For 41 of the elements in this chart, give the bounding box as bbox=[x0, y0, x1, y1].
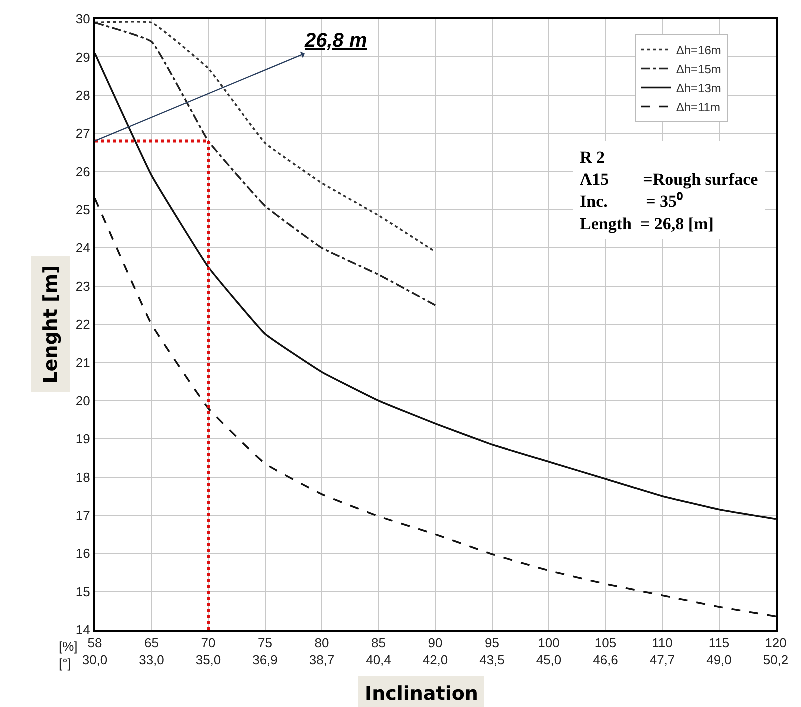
legend-label: Δh=16m bbox=[676, 43, 722, 58]
y-tick-label: 21 bbox=[76, 355, 90, 370]
x-tick-label: 110 47,7 bbox=[650, 636, 676, 668]
legend-label: Δh=11m bbox=[676, 100, 720, 114]
y-tick-label: 18 bbox=[76, 470, 90, 485]
x-tick-label: 115 49,0 bbox=[706, 636, 732, 668]
x-axis-title: Inclination bbox=[365, 683, 478, 705]
x-tick-label: 120 50,2 bbox=[763, 636, 789, 668]
x-tick-label: 75 36,9 bbox=[252, 636, 278, 668]
y-tick-label: 27 bbox=[76, 126, 90, 142]
y-tick-label: 25 bbox=[76, 202, 90, 218]
y-tick-label: 19 bbox=[76, 432, 90, 447]
y-tick-label: 16 bbox=[76, 546, 90, 562]
legend-label: Δh=13m bbox=[676, 81, 722, 96]
y-tick-label: 24 bbox=[76, 240, 90, 256]
line-series bbox=[95, 22, 436, 306]
annotation: 26,8 m bbox=[304, 30, 368, 52]
x-tick-label: 80 38,7 bbox=[309, 636, 335, 668]
x-tick-label: 90 42,0 bbox=[422, 636, 448, 668]
x-tick-label: 65 33,0 bbox=[139, 636, 164, 668]
y-tick-label: 22 bbox=[76, 317, 90, 332]
y-tick-label: 28 bbox=[76, 88, 90, 103]
y-tick-label: 17 bbox=[76, 508, 90, 523]
y-tick-label: 20 bbox=[76, 393, 90, 408]
text: [%] [°] bbox=[59, 639, 78, 671]
y-tick-label: 26 bbox=[76, 164, 90, 180]
y-tick-label: 23 bbox=[76, 278, 90, 294]
x-tick-label: 95 43,5 bbox=[480, 636, 505, 668]
x-tick-label: 58 30,0 bbox=[82, 636, 108, 668]
line-series bbox=[95, 20, 436, 253]
annotation: R 2 Λ15 =Rough surface Inc. = 35⁰ Length = 26,8 [m] bbox=[580, 148, 759, 234]
y-tick-label: 15 bbox=[76, 584, 90, 600]
y-tick-label: 29 bbox=[76, 50, 90, 65]
y-tick-label: 30 bbox=[76, 12, 90, 27]
legend-label: Δh=15m bbox=[676, 62, 722, 76]
y-axis-title: Lenght [m] bbox=[40, 265, 62, 384]
x-tick-label: 70 35,0 bbox=[196, 636, 222, 668]
x-tick-label: 100 45,0 bbox=[536, 636, 562, 668]
y-tick-label: 14 bbox=[76, 622, 90, 638]
x-tick-label: 85 40,4 bbox=[366, 636, 392, 668]
x-tick-label: 105 46,6 bbox=[593, 636, 618, 668]
